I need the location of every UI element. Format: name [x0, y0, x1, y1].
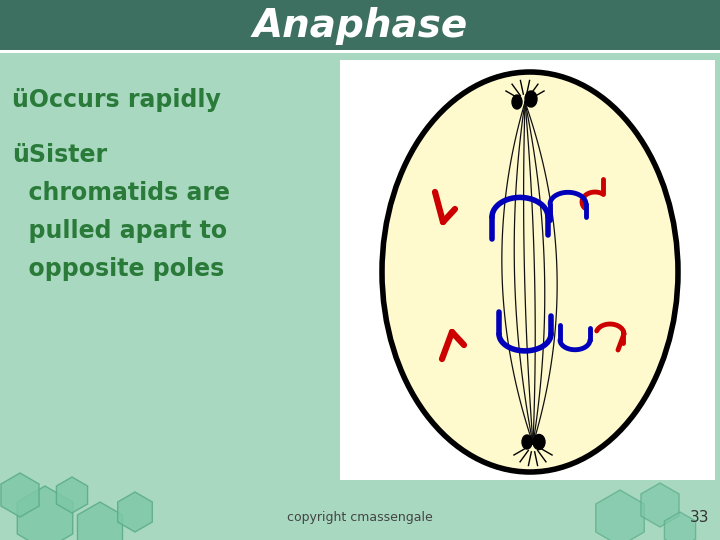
- Text: üSister: üSister: [12, 143, 107, 167]
- Text: pulled apart to: pulled apart to: [12, 219, 227, 243]
- Text: chromatids are: chromatids are: [12, 181, 230, 205]
- FancyBboxPatch shape: [0, 50, 720, 53]
- FancyBboxPatch shape: [0, 0, 720, 50]
- FancyBboxPatch shape: [340, 60, 715, 480]
- Ellipse shape: [525, 91, 537, 107]
- FancyBboxPatch shape: [0, 53, 720, 495]
- Ellipse shape: [382, 72, 678, 472]
- Text: Anaphase: Anaphase: [253, 7, 467, 45]
- Text: opposite poles: opposite poles: [12, 257, 224, 281]
- Text: copyright cmassengale: copyright cmassengale: [287, 511, 433, 524]
- FancyBboxPatch shape: [0, 495, 720, 540]
- Ellipse shape: [522, 435, 532, 449]
- Ellipse shape: [512, 95, 522, 109]
- Text: 33: 33: [690, 510, 710, 525]
- Ellipse shape: [533, 435, 545, 449]
- Text: üOccurs rapidly: üOccurs rapidly: [12, 88, 221, 112]
